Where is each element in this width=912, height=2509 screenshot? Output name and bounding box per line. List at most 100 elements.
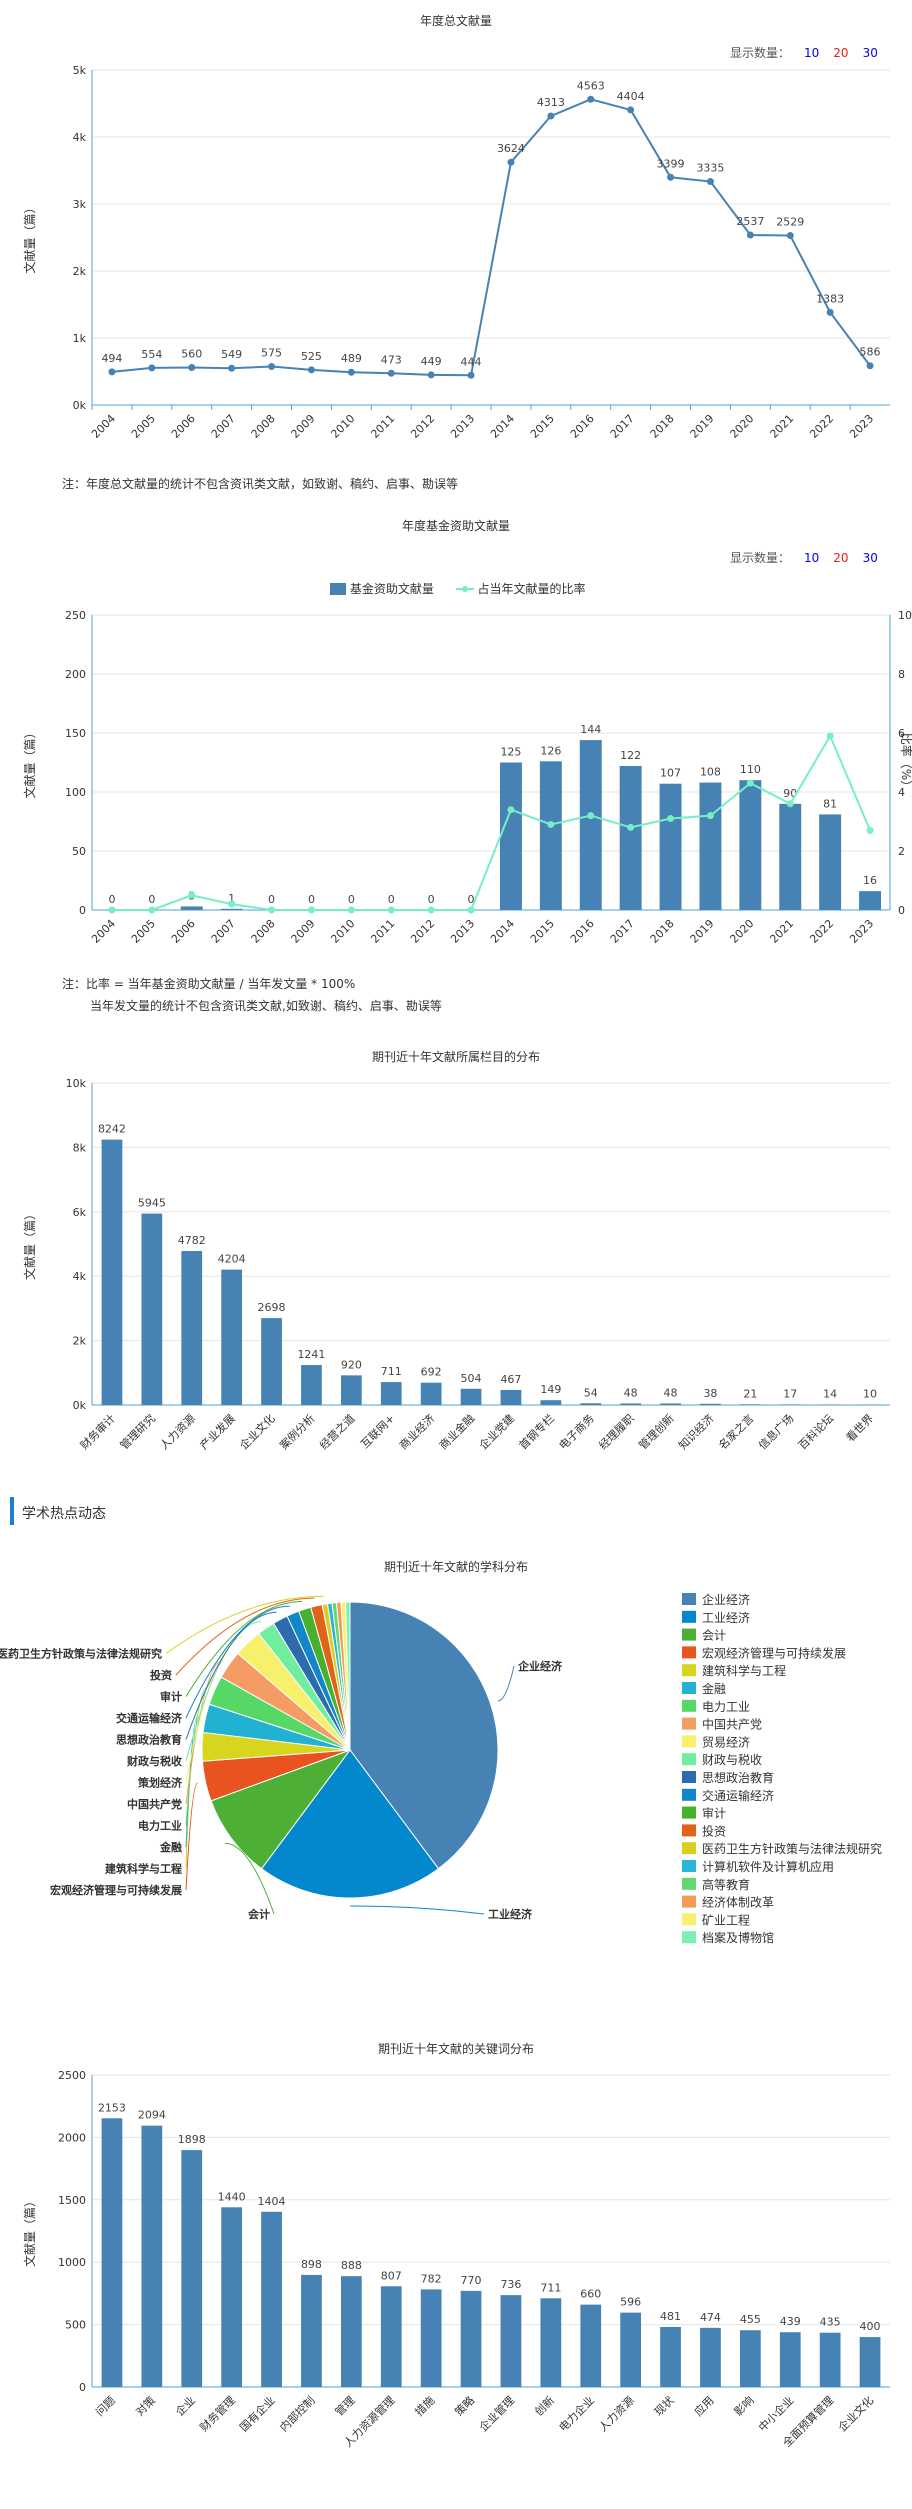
ratio-point: [188, 891, 196, 899]
x-tick-label: 2020: [727, 917, 756, 946]
bar-label: 1404: [258, 2195, 286, 2208]
bar-label: 2153: [98, 2101, 126, 2114]
bar-label: 38: [703, 1387, 717, 1400]
data-point: [667, 173, 675, 181]
x-tick-label: 人力资源: [157, 1411, 198, 1452]
section-accent-bar: [10, 1497, 14, 1525]
section-title: 学术热点动态: [22, 1506, 106, 1522]
ratio-point: [786, 800, 794, 808]
y-tick-label: 0: [79, 2381, 86, 2394]
x-tick-label: 电子商务: [556, 1411, 597, 1452]
x-tick-label: 首钢专栏: [516, 1411, 557, 1452]
chart2-display-count: 显示数量： 10 20 30: [730, 549, 878, 566]
legend-swatch: [682, 1735, 696, 1748]
count-30-button[interactable]: 30: [862, 46, 878, 60]
y-tick-label: 200: [65, 668, 86, 681]
bar: [101, 2118, 123, 2387]
bar: [460, 2290, 482, 2387]
legend-bar-swatch[interactable]: [330, 583, 346, 595]
legend-line-swatch[interactable]: [455, 583, 474, 595]
legend-label: 金融: [702, 1681, 726, 1696]
y-tick-label: 50: [72, 845, 86, 858]
pie-slice: [344, 1601, 351, 1751]
bar: [261, 2211, 282, 2387]
bar: [420, 2289, 442, 2387]
bar-label: 2094: [138, 2109, 166, 2122]
data-point: [347, 368, 355, 376]
y2-tick-label: 4: [898, 786, 905, 799]
x-tick-label: 2015: [528, 917, 557, 946]
bar-label: 21: [743, 1387, 757, 1400]
bar: [539, 761, 562, 910]
y-tick-label: 3k: [73, 198, 87, 211]
legend-label: 档案及博物馆: [702, 1930, 774, 1945]
count-20-button[interactable]: 20: [833, 551, 849, 565]
chart5-bar-chart: 0 500 1000 1500 2000 2500 文献量（篇） 2153 2094 1898 14…: [22, 2069, 890, 2450]
bar-label: 467: [500, 1373, 521, 1386]
bar-label: 596: [620, 2296, 641, 2309]
count-10-button[interactable]: 10: [804, 551, 820, 565]
bar-label: 16: [863, 874, 877, 887]
x-tick-label: 2007: [209, 917, 238, 946]
count-30-button[interactable]: 30: [862, 551, 878, 565]
callout-line: [349, 1905, 485, 1915]
data-point: [148, 364, 156, 372]
callout-label: 金融: [159, 1840, 182, 1854]
y-tick-label: 4k: [73, 1270, 87, 1283]
bar-label: 144: [580, 723, 601, 736]
bar-label: 920: [341, 1358, 362, 1371]
legend-swatch: [682, 1593, 696, 1605]
count-20-button[interactable]: 20: [833, 46, 849, 60]
ratio-point: [627, 823, 635, 831]
bar: [460, 1388, 482, 1405]
bar-label: 10: [863, 1388, 877, 1401]
data-point: [467, 371, 475, 379]
x-tick-label: 2022: [807, 917, 836, 946]
chart3-title: 期刊近十年文献所属栏目的分布: [371, 1050, 540, 1064]
data-point: [188, 363, 196, 371]
bar: [301, 1365, 322, 1405]
ratio-point: [587, 812, 595, 820]
legend-label: 高等教育: [702, 1877, 750, 1892]
legend-swatch: [682, 1753, 696, 1766]
x-tick-label: 2005: [129, 917, 158, 946]
legend-label: 审计: [702, 1806, 726, 1821]
bar-label: 8242: [98, 1123, 126, 1136]
x-tick-label: 对策: [133, 2393, 158, 2418]
x-tick-label: 2012: [408, 917, 437, 946]
bar-label: 435: [820, 2316, 841, 2329]
x-tick-label: 2012: [408, 412, 437, 441]
count-10-button[interactable]: 10: [804, 46, 820, 60]
data-label: 560: [181, 347, 202, 360]
display-count-label: 显示数量：: [730, 551, 791, 565]
data-label: 444: [461, 355, 482, 368]
legend-label: 中国共产党: [702, 1717, 762, 1732]
ratio-point: [228, 900, 236, 908]
callout-label: 电力工业: [138, 1819, 182, 1833]
data-point: [108, 368, 116, 376]
bar-label: 122: [620, 749, 641, 762]
callout-label: 工业经济: [488, 1907, 533, 1921]
bar: [819, 814, 842, 910]
callout-label: 投资: [150, 1668, 172, 1682]
bar-label: 149: [540, 1383, 561, 1396]
bar: [261, 1318, 282, 1405]
data-point: [387, 369, 395, 377]
callout-label: 医药卫生方针政策与法律法规研究: [0, 1647, 162, 1661]
ratio-point: [866, 826, 874, 834]
ratio-point: [347, 906, 355, 914]
legend-label: 医药卫生方针政策与法律法规研究: [702, 1841, 882, 1856]
x-tick-label: 创新: [532, 2393, 557, 2418]
data-label: 549: [221, 348, 242, 361]
bar: [141, 1213, 163, 1405]
x-tick-label: 人力资源: [596, 2393, 637, 2434]
callout-label: 建筑科学与工程: [105, 1862, 182, 1876]
bar-label: 400: [860, 2320, 881, 2333]
x-tick-label: 企业: [172, 2393, 197, 2418]
x-tick-label: 2023: [847, 412, 876, 441]
bar: [859, 891, 882, 910]
y2-tick-label: 8: [898, 668, 905, 681]
data-point: [427, 371, 435, 379]
chart2-note-line2: 当年发文量的统计不包含资讯类文献,如致谢、稿约、启事、勘误等: [90, 999, 442, 1013]
